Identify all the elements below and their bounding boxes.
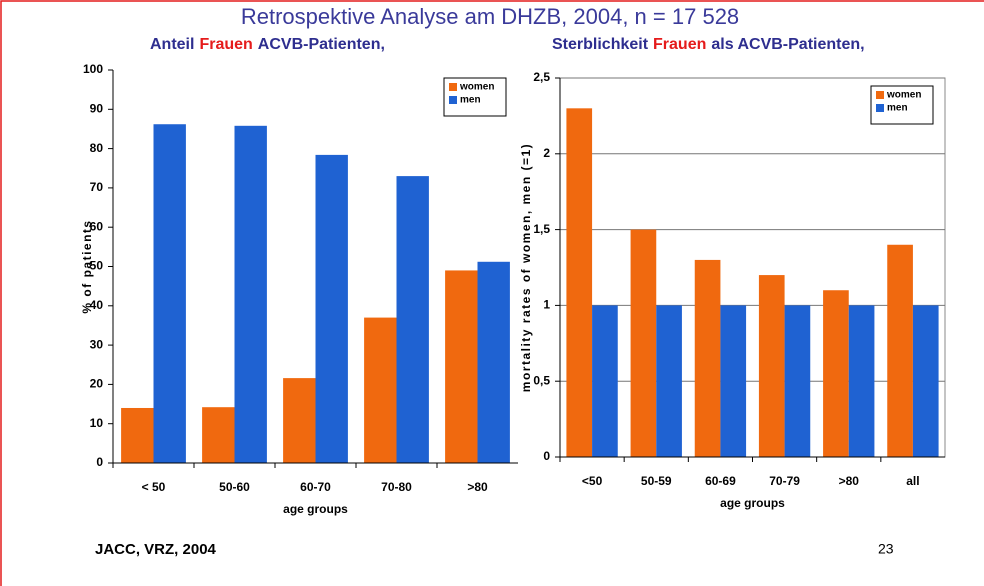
y-tick-label: 2 [543,146,550,160]
subtitle-part: Frauen [199,36,253,53]
bar [315,154,348,463]
y-tick-label: 70 [90,180,104,194]
bar [396,176,429,464]
bar [121,407,154,463]
bar [823,290,849,457]
x-tick-label: 50-59 [641,474,672,488]
y-tick-label: 0 [543,449,550,463]
bar [477,261,510,463]
y-tick-label: 10 [90,416,104,430]
subtitle-part: Frauen [653,36,707,53]
x-tick-label: < 50 [142,480,166,494]
x-tick-label: <50 [582,474,603,488]
bar [912,305,939,457]
bar [694,259,721,457]
subtitle-part: Anteil [150,36,195,53]
x-tick-label: 50-60 [219,480,250,494]
bar [758,275,785,457]
y-tick-label: 0 [96,455,103,469]
legend-swatch [449,96,457,104]
bar [848,305,875,457]
y-tick-label: 50 [90,259,104,273]
y-tick-label: 1 [543,298,550,312]
x-axis-label: age groups [720,496,785,510]
legend-swatch [449,83,457,91]
slide-title: Retrospektive Analyse am DHZB, 2004, n =… [241,4,739,29]
y-tick-label: 20 [90,377,104,391]
x-tick-label: >80 [839,474,860,488]
footer: JACC, VRZ, 2004 [95,541,217,558]
y-tick-label: 80 [90,141,104,155]
legend-label: women [459,82,494,93]
x-tick-label: 60-70 [300,480,331,494]
y-tick-label: 60 [90,219,104,233]
page-number: 23 [878,541,894,557]
y-tick-label: 40 [90,298,104,312]
bar [153,124,186,463]
y-tick-label: 2,5 [533,70,550,84]
bar [364,317,397,463]
subtitle-part: ACVB-Patienten, [257,36,385,53]
legend-swatch [876,104,884,112]
bar [445,270,478,463]
subtitle: Sterblichkeit Frauen als ACVB-Patienten, [552,36,870,54]
y-tick-label: 1,5 [533,222,550,236]
subtitle-part: als ACVB-Patienten, [711,36,865,53]
bar [630,229,657,457]
legend-label: men [887,103,908,114]
subtitle: Anteil Frauen ACVB-Patienten, [150,36,390,54]
legend-swatch [876,91,884,99]
bar [283,378,316,463]
bar [234,125,267,463]
bar [656,305,682,457]
x-tick-label: 70-80 [381,480,412,494]
legend-label: men [460,95,481,106]
y-axis-label: mortality rates of women, men (=1) [519,143,533,392]
x-tick-label: >80 [467,480,488,494]
bar [202,407,235,463]
x-tick-label: all [906,474,919,488]
bar [887,244,913,457]
x-tick-label: 70-79 [769,474,800,488]
legend-label: women [886,90,921,101]
bar [720,305,747,457]
y-tick-label: 0,5 [533,373,550,387]
y-tick-label: 100 [83,62,103,76]
y-axis-label: % of patients [80,219,94,313]
bar [784,305,811,457]
bar [566,108,593,457]
y-tick-label: 90 [90,101,104,115]
subtitle-part: Sterblichkeit [552,36,649,53]
x-tick-label: 60-69 [705,474,736,488]
x-axis-label: age groups [283,502,348,516]
y-tick-label: 30 [90,337,104,351]
bar [592,305,618,457]
